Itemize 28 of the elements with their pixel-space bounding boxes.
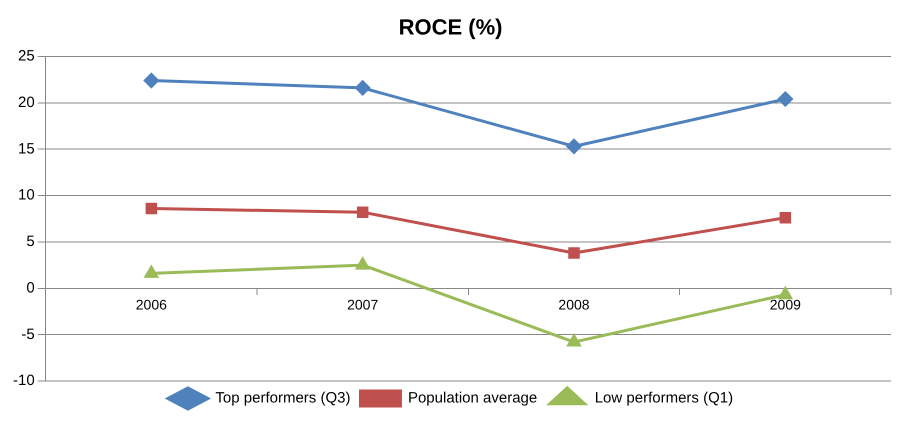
x-tick-label: 2006	[136, 296, 168, 313]
point	[356, 258, 370, 270]
point	[356, 206, 368, 218]
legend-label: Top performers (Q3)	[215, 390, 350, 407]
y-tick-label: 5	[26, 233, 35, 250]
y-tick-label: 25	[18, 48, 35, 65]
point	[355, 80, 370, 96]
point	[778, 92, 793, 107]
y-tick-label: 10	[18, 186, 35, 204]
x-tick-label: 2009	[770, 296, 802, 313]
point	[144, 266, 158, 278]
chart-title: ROCE (%)	[398, 14, 502, 40]
point	[778, 287, 792, 300]
y-tick-label: -10	[12, 372, 35, 390]
y-tick-label: 20	[18, 94, 35, 111]
point	[144, 73, 159, 88]
point	[567, 334, 581, 347]
legend-label: Population average	[408, 390, 538, 407]
y-tick-label: 15	[18, 140, 35, 158]
point	[780, 212, 792, 224]
x-tick-label: 2008	[558, 296, 590, 313]
y-tick-label: 0	[26, 279, 35, 296]
point	[146, 202, 158, 214]
point	[568, 247, 580, 259]
y-tick-label: -5	[21, 326, 35, 343]
legend-label: Low performers (Q1)	[594, 390, 734, 407]
x-tick-label: 2007	[347, 296, 378, 313]
point	[566, 138, 582, 154]
